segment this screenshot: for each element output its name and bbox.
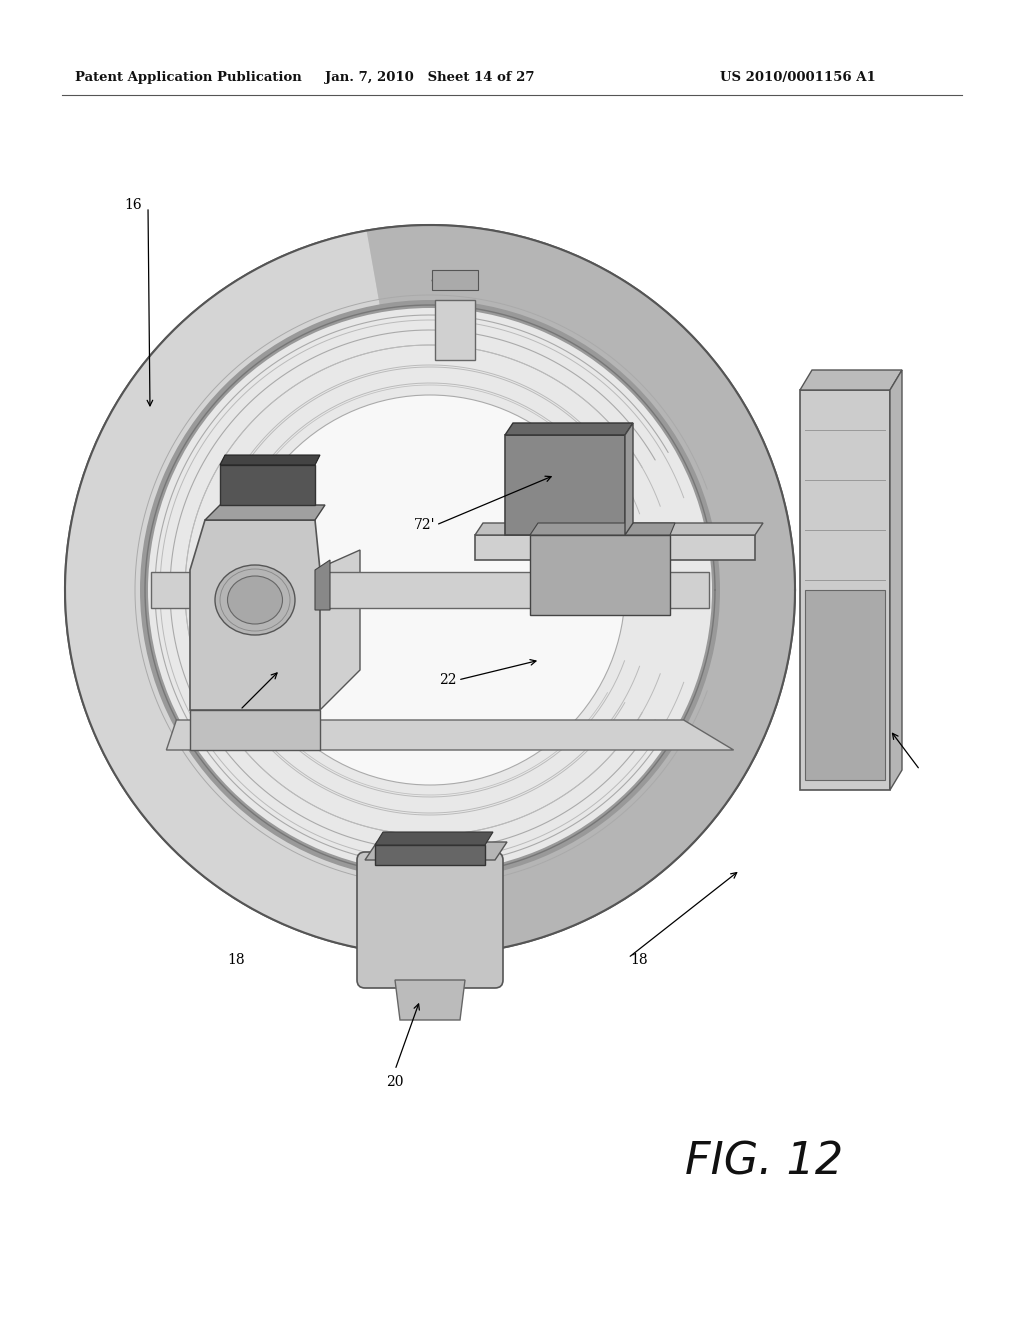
Polygon shape <box>505 436 625 535</box>
Polygon shape <box>315 550 360 710</box>
Ellipse shape <box>65 224 795 954</box>
Polygon shape <box>365 842 507 861</box>
Text: 22: 22 <box>439 673 457 686</box>
Wedge shape <box>367 224 795 954</box>
Polygon shape <box>530 535 670 615</box>
Polygon shape <box>435 300 475 360</box>
Polygon shape <box>315 560 330 610</box>
Text: 16: 16 <box>124 198 142 213</box>
Ellipse shape <box>234 395 625 785</box>
Text: Jan. 7, 2010   Sheet 14 of 27: Jan. 7, 2010 Sheet 14 of 27 <box>326 71 535 84</box>
Text: US 2010/0001156 A1: US 2010/0001156 A1 <box>720 71 876 84</box>
Polygon shape <box>505 422 633 436</box>
FancyBboxPatch shape <box>151 572 710 609</box>
Ellipse shape <box>227 576 283 624</box>
Polygon shape <box>800 370 902 389</box>
Polygon shape <box>530 523 675 535</box>
Text: 18: 18 <box>227 953 245 968</box>
Text: 18: 18 <box>630 953 647 968</box>
Wedge shape <box>140 300 720 880</box>
Text: 20: 20 <box>386 1074 403 1089</box>
Polygon shape <box>805 590 885 780</box>
Polygon shape <box>205 506 325 520</box>
Polygon shape <box>220 465 315 506</box>
Polygon shape <box>190 520 319 710</box>
Polygon shape <box>625 422 633 535</box>
Polygon shape <box>375 845 485 865</box>
Polygon shape <box>375 832 493 845</box>
Text: Patent Application Publication: Patent Application Publication <box>75 71 302 84</box>
Ellipse shape <box>215 565 295 635</box>
Polygon shape <box>890 370 902 789</box>
Polygon shape <box>475 523 763 535</box>
Polygon shape <box>190 710 319 750</box>
Text: FIG. 12: FIG. 12 <box>685 1140 843 1184</box>
Wedge shape <box>65 231 406 953</box>
Polygon shape <box>432 280 478 290</box>
Polygon shape <box>800 389 890 789</box>
Polygon shape <box>432 271 478 290</box>
Ellipse shape <box>145 305 715 875</box>
Polygon shape <box>395 979 465 1020</box>
Polygon shape <box>166 719 733 750</box>
Polygon shape <box>220 455 319 465</box>
FancyBboxPatch shape <box>357 851 503 987</box>
Polygon shape <box>475 535 755 560</box>
Text: 72': 72' <box>414 517 435 532</box>
